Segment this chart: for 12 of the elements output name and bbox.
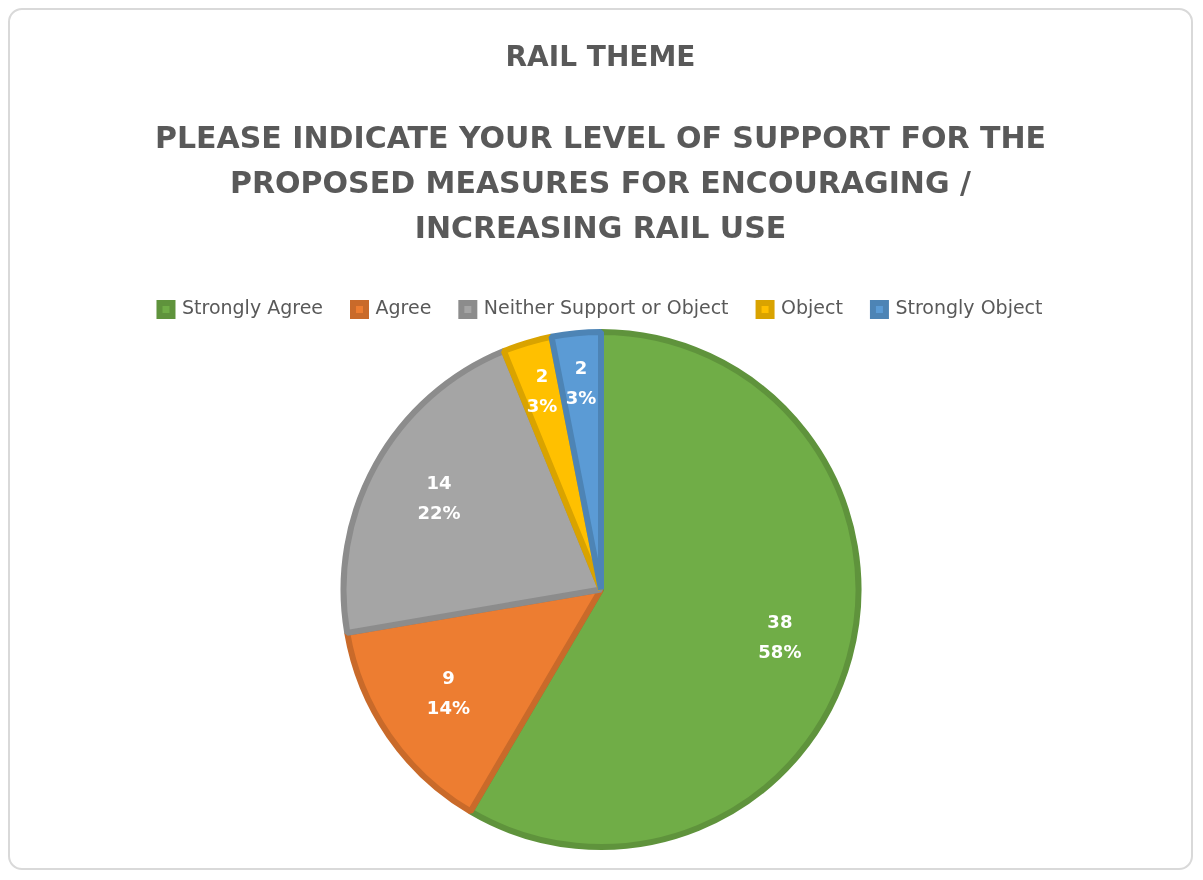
- legend-label: Strongly Agree: [181, 296, 323, 319]
- data-label: 9 14%: [426, 667, 470, 719]
- legend-label: Strongly Object: [894, 296, 1043, 319]
- legend-label: Object: [780, 296, 843, 319]
- chart-title: RAIL THEME: [504, 40, 697, 73]
- data-label: 38 58%: [757, 610, 801, 662]
- data-label: 2 3%: [526, 364, 557, 416]
- data-label: 2 3%: [565, 357, 596, 409]
- legend-label: Neither Support or Object: [483, 296, 729, 319]
- legend-label: Agree: [375, 296, 431, 319]
- chart-subtitle: PLEASE INDICATE YOUR LEVEL OF SUPPORT FOR THE PROPOSED MEASURES FOR ENCOURAGING / INCREASING RAIL USE: [153, 119, 1048, 247]
- data-label: 14 22%: [416, 472, 461, 524]
